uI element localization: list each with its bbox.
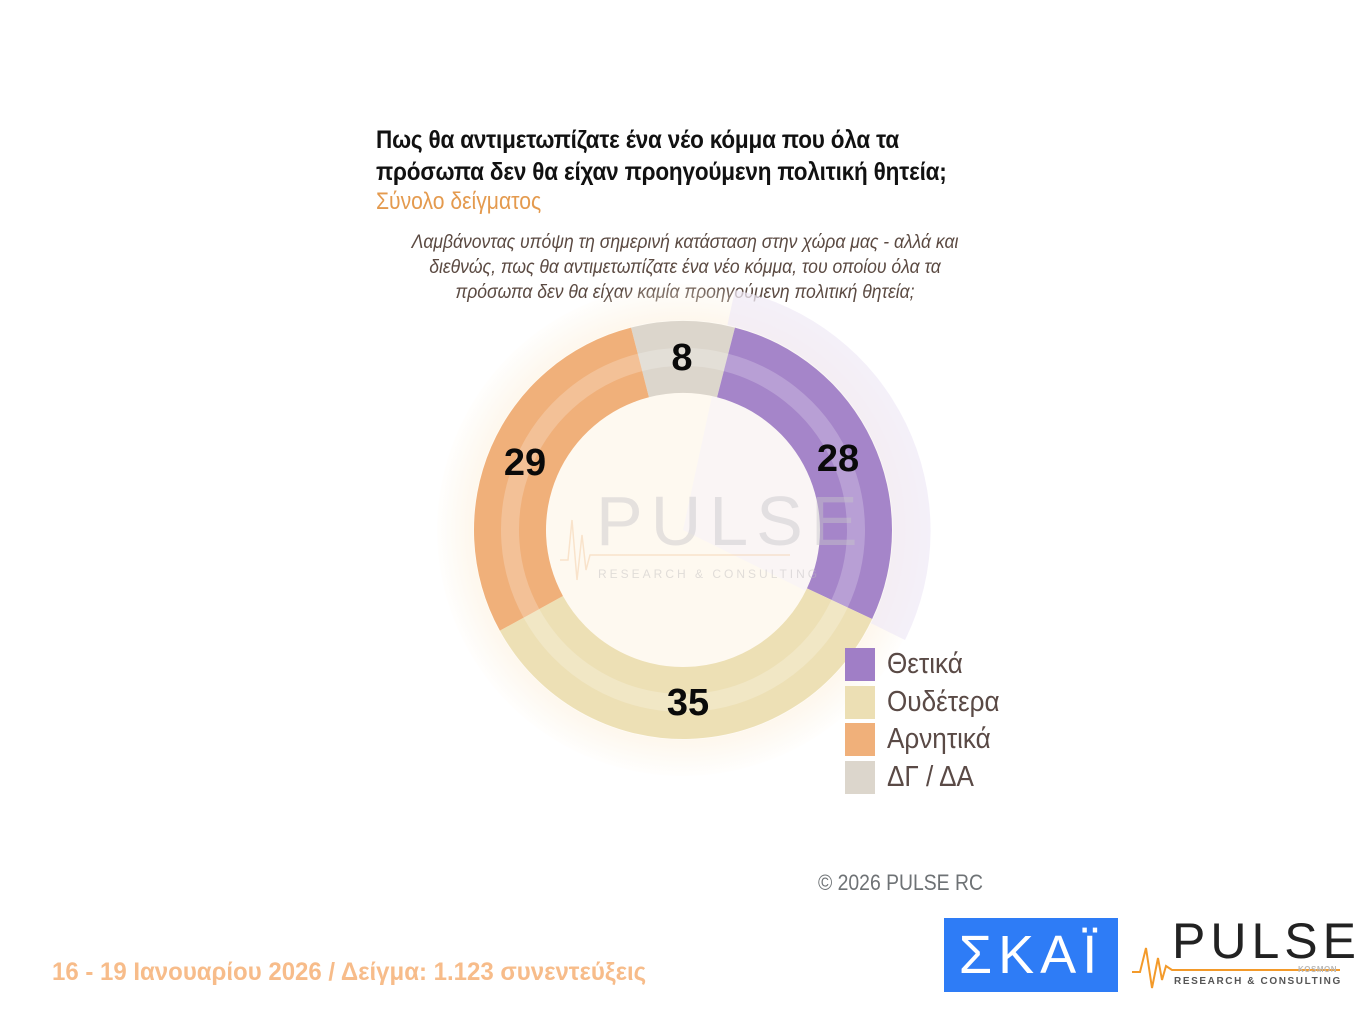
- legend-item-dk: ΔΓ / ΔΑ: [845, 759, 1012, 797]
- pulse-watermark: PULSE RESEARCH & CONSULTING: [560, 482, 866, 581]
- watermark-sub: RESEARCH & CONSULTING: [598, 567, 820, 581]
- donut-sheen-positive: [723, 353, 865, 608]
- chart-title-line-2: πρόσωπα δεν θα είχαν προηγούμενη πολιτικ…: [376, 158, 947, 186]
- chart-subtitle: Σύνολο δείγματος: [376, 188, 542, 215]
- legend-label-neutral: Ουδέτερα: [887, 685, 1000, 718]
- legend-swatch-positive: [845, 648, 875, 682]
- donut-sheen-negative: [501, 353, 643, 618]
- label-positive: 28: [817, 438, 859, 480]
- label-dk: 8: [671, 337, 692, 379]
- pulse-logo-kosmon: KOSMON: [1298, 965, 1337, 974]
- label-negative: 29: [504, 442, 546, 484]
- chart-title-line-1: Πως θα αντιμετωπίζατε ένα νέο κόμμα που …: [376, 126, 899, 154]
- donut-segment-negative: [474, 327, 649, 631]
- copyright-notice: © 2026 PULSE RC: [818, 870, 983, 895]
- donut-segment-dk: [631, 321, 735, 398]
- legend-item-neutral: Ουδέτερα: [845, 684, 1012, 722]
- chart-legend: Θετικά Ουδέτερα Αρνητικά ΔΓ / ΔΑ: [845, 646, 1012, 796]
- skai-logo-text: ΣΚΑΪ: [958, 925, 1104, 985]
- pulse-logo-word: PULSE: [1172, 913, 1360, 969]
- legend-label-dk: ΔΓ / ΔΑ: [887, 760, 974, 793]
- skai-logo: ΣΚΑΪ: [944, 918, 1118, 992]
- donut-sheen-neutral: [523, 599, 848, 712]
- pulse-heartbeat-icon: [1132, 947, 1340, 989]
- donut-sheen-dk: [637, 348, 729, 372]
- legend-swatch-neutral: [845, 685, 875, 719]
- pulse-logo-sub: RESEARCH & CONSULTING: [1174, 976, 1342, 987]
- pulse-logo: PULSE KOSMON RESEARCH & CONSULTING: [1130, 913, 1356, 996]
- legend-swatch-negative: [845, 723, 875, 757]
- legend-label-positive: Θετικά: [887, 648, 963, 681]
- legend-swatch-dk: [845, 760, 875, 794]
- chart-title: Πως θα αντιμετωπίζατε ένα νέο κόμμα που …: [376, 124, 970, 188]
- donut-segment-neutral: [499, 588, 873, 739]
- fieldwork-info: 16 - 19 Ιανουαρίου 2026 / Δείγμα: 1.123 …: [52, 958, 647, 986]
- donut-segments: [474, 321, 892, 739]
- legend-item-negative: Αρνητικά: [845, 721, 1012, 759]
- legend-item-positive: Θετικά: [845, 646, 1012, 684]
- legend-label-negative: Αρνητικά: [887, 723, 991, 756]
- watermark-word: PULSE: [596, 482, 866, 560]
- label-neutral: 35: [667, 682, 709, 724]
- donut-segment-positive: [717, 327, 892, 619]
